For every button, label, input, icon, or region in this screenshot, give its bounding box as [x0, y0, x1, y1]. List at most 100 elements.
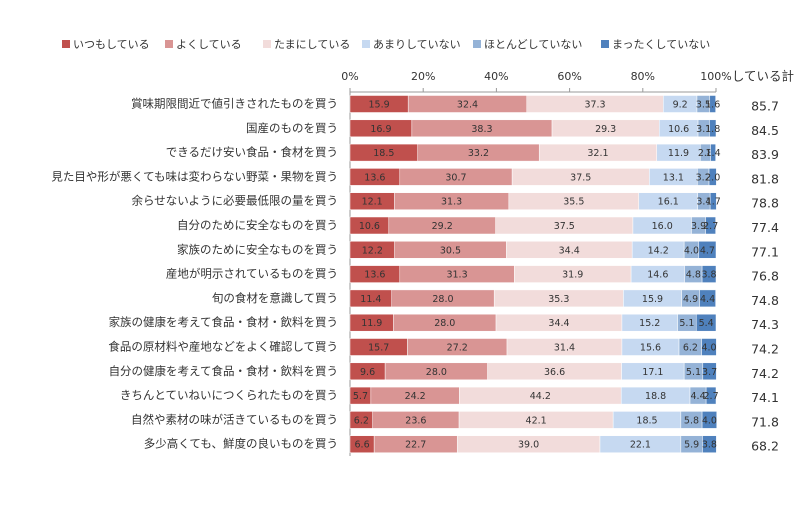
data-label: 30.5 — [440, 245, 461, 256]
data-label: 13.6 — [364, 172, 385, 183]
data-label: 3.4 — [696, 197, 711, 208]
total-label: 77.4 — [751, 220, 779, 235]
data-label: 28.0 — [432, 294, 453, 305]
data-label: 29.2 — [432, 221, 453, 232]
data-label: 3.5 — [696, 100, 711, 111]
legend-swatch — [62, 40, 70, 48]
bar-segment — [702, 362, 717, 381]
bar-segment — [709, 192, 717, 210]
category-label: 自然や素材の味が活きているものを買う — [131, 412, 338, 426]
data-label: 2.8 — [698, 148, 713, 159]
legend-swatch — [362, 40, 370, 48]
data-label: 1.8 — [705, 124, 720, 135]
data-label: 5.8 — [684, 415, 699, 426]
total-label: 68.2 — [751, 439, 779, 454]
data-label: 24.2 — [405, 391, 426, 402]
total-label: 74.2 — [751, 342, 779, 357]
data-label: 1.4 — [706, 148, 721, 159]
category-label: 見た目や形が悪くても味は変わらない野菜・果物を買う — [51, 169, 338, 183]
data-label: 12.1 — [362, 197, 383, 208]
data-label: 15.7 — [368, 343, 389, 354]
data-label: 2.7 — [703, 221, 718, 232]
data-label: 44.2 — [530, 391, 551, 402]
total-label: 77.1 — [751, 244, 779, 259]
data-label: 28.0 — [434, 318, 455, 329]
data-label: 31.3 — [446, 270, 467, 281]
data-label: 18.8 — [645, 391, 666, 402]
category-label: 食品の原材料や産地などをよく確認して買う — [108, 340, 338, 354]
total-label: 74.2 — [751, 366, 779, 381]
data-label: 12.2 — [362, 245, 383, 256]
bar-segment — [702, 435, 717, 453]
data-label: 4.8 — [686, 270, 701, 281]
data-label: 15.9 — [642, 294, 663, 305]
data-label: 18.5 — [373, 148, 394, 159]
data-label: 3.8 — [702, 440, 717, 451]
data-label: 5.4 — [699, 318, 714, 329]
data-label: 31.3 — [441, 197, 462, 208]
data-label: 6.2 — [683, 343, 698, 354]
data-label: 16.9 — [370, 124, 391, 135]
data-label: 1.7 — [706, 197, 721, 208]
bar-segment — [708, 168, 717, 186]
data-label: 11.9 — [668, 148, 689, 159]
x-tick-label: 0% — [341, 70, 358, 83]
data-label: 6.6 — [355, 440, 370, 451]
bar-segment — [709, 95, 716, 113]
bar-segment — [710, 143, 716, 162]
data-label: 23.6 — [405, 415, 426, 426]
bar-segment — [701, 338, 717, 356]
data-label: 3.7 — [702, 367, 717, 378]
category-label: きちんとていねいにつくられたものを買う — [120, 388, 338, 402]
data-label: 13.6 — [364, 270, 385, 281]
data-label: 29.3 — [595, 124, 616, 135]
data-label: 16.1 — [658, 197, 679, 208]
category-label: 賞味期限間近で値引きされたものを買う — [131, 97, 338, 111]
totals-header: している計 — [732, 69, 794, 84]
data-label: 37.5 — [554, 221, 575, 232]
data-label: 35.5 — [563, 197, 584, 208]
bar-segment — [705, 386, 717, 405]
category-label: 自分の健康を考えて食品・食材・飲料を買う — [109, 364, 338, 378]
legend-label: ほとんどしていない — [484, 38, 582, 51]
data-label: 32.1 — [587, 148, 608, 159]
data-label: 3.9 — [691, 221, 706, 232]
data-label: 38.3 — [471, 124, 492, 135]
category-label: 国産のものを買う — [246, 121, 338, 135]
bar-segment — [701, 265, 717, 283]
data-label: 4.0 — [684, 245, 699, 256]
legend-label: たまにしている — [274, 38, 350, 51]
data-label: 6.2 — [354, 415, 369, 426]
data-label: 4.9 — [683, 294, 698, 305]
category-label: 家族のために安全なものを買う — [177, 242, 338, 256]
legend-swatch — [473, 40, 481, 48]
total-label: 76.8 — [751, 269, 779, 284]
x-tick-label: 40% — [484, 70, 508, 83]
x-tick-label: 100% — [700, 70, 731, 83]
data-label: 11.9 — [361, 318, 382, 329]
bar-segment — [699, 289, 716, 308]
category-label: 家族の健康を考えて食品・食材・飲料を買う — [109, 315, 338, 329]
category-label: できるだけ安い食品・食材を買う — [166, 145, 338, 159]
x-tick-label: 60% — [557, 70, 581, 83]
data-label: 32.4 — [457, 100, 478, 111]
data-label: 18.5 — [636, 415, 657, 426]
data-label: 3.2 — [696, 172, 711, 183]
data-label: 17.1 — [642, 367, 663, 378]
category-label: 旬の食材を意識して買う — [212, 291, 338, 305]
category-label: 余らせないように必要最低限の量を買う — [131, 194, 338, 208]
data-label: 31.4 — [554, 343, 575, 354]
legend-swatch — [263, 40, 271, 48]
total-label: 83.9 — [751, 147, 779, 162]
legend-swatch — [165, 40, 173, 48]
data-label: 14.6 — [647, 270, 668, 281]
data-label: 34.4 — [548, 318, 569, 329]
x-tick-label: 20% — [411, 70, 435, 83]
data-label: 5.1 — [679, 318, 694, 329]
data-label: 15.6 — [640, 343, 661, 354]
data-label: 39.0 — [518, 440, 539, 451]
data-label: 28.0 — [426, 367, 447, 378]
total-label: 78.8 — [751, 196, 779, 211]
data-label: 1.6 — [705, 100, 720, 111]
